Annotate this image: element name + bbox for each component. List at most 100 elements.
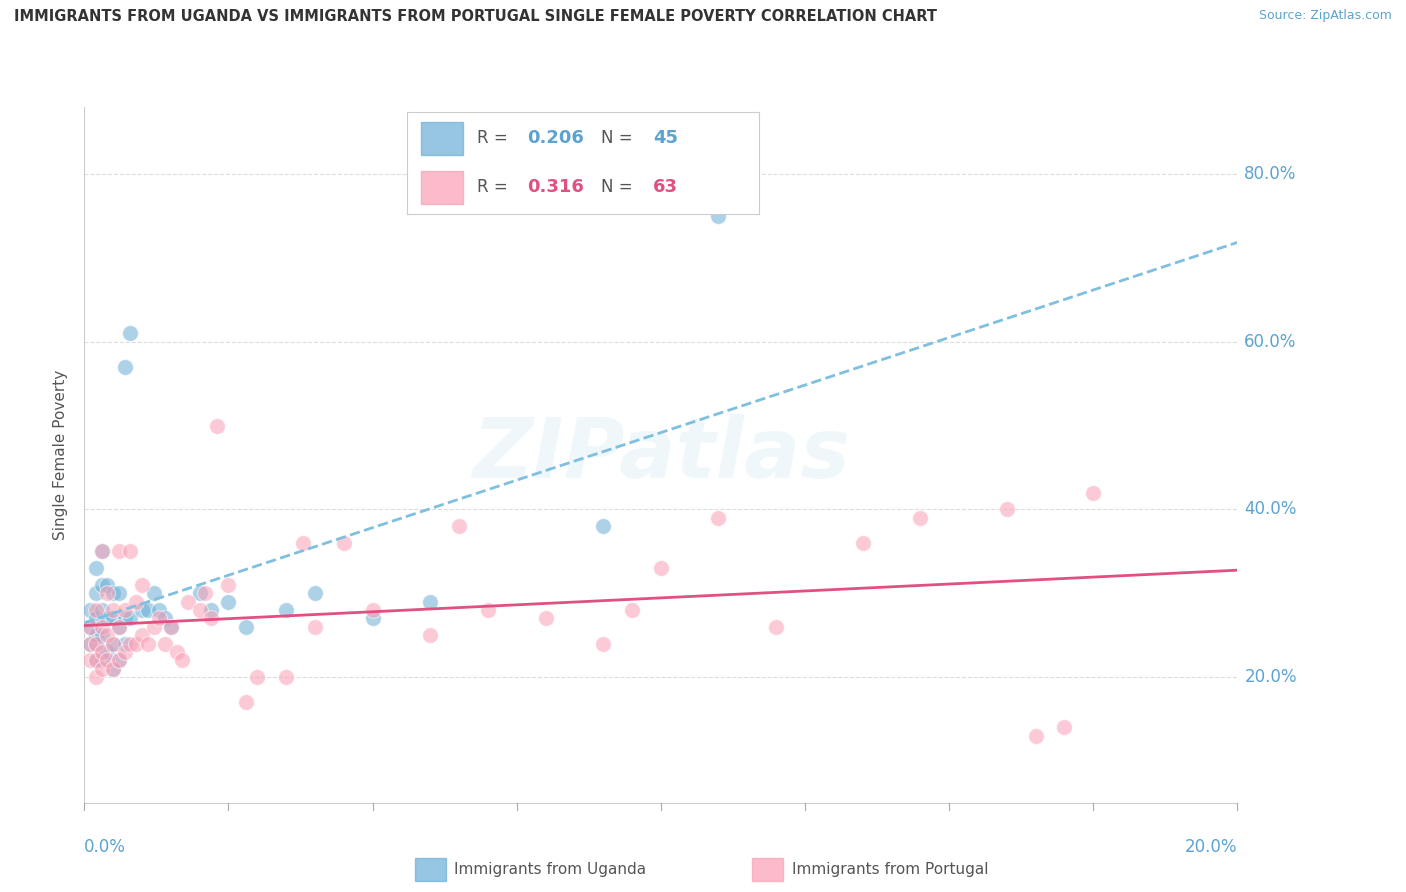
Text: R =: R = — [478, 129, 513, 147]
Point — [200, 611, 222, 625]
Point — [160, 620, 183, 634]
Point — [361, 603, 384, 617]
Point — [765, 620, 787, 634]
Point — [84, 670, 107, 684]
Point — [304, 586, 326, 600]
Text: IMMIGRANTS FROM UGANDA VS IMMIGRANTS FROM PORTUGAL SINGLE FEMALE POVERTY CORRELA: IMMIGRANTS FROM UGANDA VS IMMIGRANTS FRO… — [14, 9, 936, 24]
Text: Immigrants from Portugal: Immigrants from Portugal — [792, 863, 988, 877]
Point — [103, 611, 124, 625]
Point — [84, 653, 107, 667]
Bar — [422, 122, 464, 154]
Point — [120, 611, 142, 625]
Point — [136, 603, 159, 617]
Point — [120, 636, 142, 650]
Point — [194, 586, 217, 600]
Point — [592, 519, 614, 533]
Point — [79, 653, 101, 667]
Point — [142, 620, 165, 634]
Point — [108, 653, 131, 667]
Point — [114, 359, 136, 374]
Point — [274, 603, 298, 617]
Point — [1024, 729, 1046, 743]
Point — [148, 603, 170, 617]
Point — [447, 519, 470, 533]
Point — [79, 620, 101, 634]
Point — [200, 603, 222, 617]
Point — [79, 636, 101, 650]
Point — [114, 645, 136, 659]
Point — [114, 611, 136, 625]
Point — [84, 603, 107, 617]
Point — [96, 645, 118, 659]
Point — [90, 645, 112, 659]
Point — [108, 620, 131, 634]
Text: 60.0%: 60.0% — [1244, 333, 1296, 351]
Point — [650, 561, 672, 575]
Point — [166, 645, 188, 659]
Point — [217, 594, 239, 608]
Point — [114, 636, 136, 650]
Text: R =: R = — [478, 178, 513, 196]
Point — [90, 628, 112, 642]
Point — [84, 586, 107, 600]
Text: 20.0%: 20.0% — [1185, 838, 1237, 856]
Point — [148, 611, 170, 625]
Point — [79, 636, 101, 650]
Point — [332, 536, 354, 550]
Point — [108, 586, 131, 600]
Point — [419, 594, 441, 608]
Point — [153, 611, 176, 625]
Text: ZIPatlas: ZIPatlas — [472, 415, 849, 495]
Point — [84, 636, 107, 650]
Point — [131, 578, 153, 592]
Point — [125, 594, 148, 608]
Point — [84, 561, 107, 575]
Point — [246, 670, 269, 684]
Point — [90, 662, 112, 676]
Point — [114, 603, 136, 617]
Point — [103, 636, 124, 650]
Point — [205, 418, 228, 433]
Point — [96, 653, 118, 667]
Point — [125, 636, 148, 650]
Point — [142, 586, 165, 600]
Point — [96, 611, 118, 625]
Point — [90, 603, 112, 617]
Point — [621, 603, 644, 617]
Point — [103, 636, 124, 650]
Point — [90, 544, 112, 558]
Text: 40.0%: 40.0% — [1244, 500, 1296, 518]
Point — [131, 603, 153, 617]
Point — [153, 636, 176, 650]
Point — [477, 603, 499, 617]
Point — [96, 628, 118, 642]
Point — [160, 620, 183, 634]
Point — [84, 653, 107, 667]
Point — [172, 653, 194, 667]
Text: 20.0%: 20.0% — [1244, 668, 1296, 686]
Point — [188, 603, 211, 617]
Point — [592, 636, 614, 650]
Text: 0.206: 0.206 — [527, 129, 583, 147]
Point — [908, 510, 931, 524]
Point — [96, 586, 118, 600]
Point — [103, 662, 124, 676]
Point — [217, 578, 239, 592]
Point — [177, 594, 200, 608]
Point — [96, 578, 118, 592]
Point — [707, 209, 730, 223]
Point — [103, 662, 124, 676]
Point — [103, 603, 124, 617]
Y-axis label: Single Female Poverty: Single Female Poverty — [53, 370, 69, 540]
Point — [707, 510, 730, 524]
Text: 0.0%: 0.0% — [84, 838, 127, 856]
Point — [90, 653, 112, 667]
Point — [419, 628, 441, 642]
Point — [84, 628, 107, 642]
Point — [90, 578, 112, 592]
Text: N =: N = — [600, 129, 637, 147]
Point — [120, 326, 142, 341]
Point — [108, 620, 131, 634]
Point — [108, 653, 131, 667]
Point — [1053, 720, 1076, 734]
